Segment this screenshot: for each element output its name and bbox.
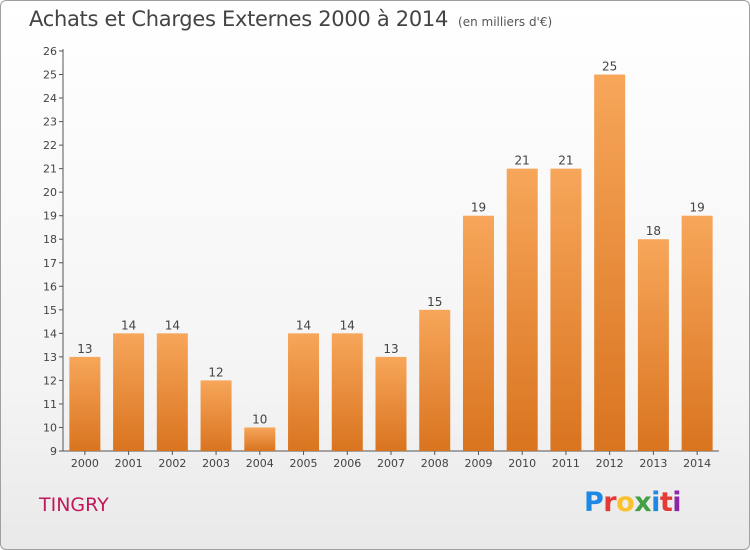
- bar-2005: [288, 333, 320, 451]
- y-tick-label: 26: [43, 45, 57, 58]
- x-tick-label: 2014: [683, 457, 711, 470]
- y-tick-label: 17: [43, 257, 57, 270]
- y-tick-label: 11: [43, 398, 57, 411]
- data-label: 14: [165, 318, 180, 332]
- chart-unit: (en milliers d'€): [458, 15, 553, 29]
- y-tick-label: 20: [43, 186, 57, 199]
- x-tick-label: 2000: [71, 457, 99, 470]
- y-tick-label: 14: [43, 327, 57, 340]
- proxiti-logo: Proxiti: [584, 487, 682, 518]
- data-label: 14: [296, 318, 311, 332]
- bar-2004: [244, 427, 276, 451]
- data-label: 13: [77, 342, 92, 356]
- data-label: 19: [471, 201, 486, 215]
- x-tick-label: 2008: [421, 457, 449, 470]
- bar-2008: [419, 309, 451, 451]
- x-tick-label: 2004: [246, 457, 274, 470]
- y-tick-label: 22: [43, 139, 57, 152]
- data-label: 18: [646, 224, 661, 238]
- town-name: TINGRY: [39, 494, 109, 516]
- x-tick-label: 2012: [596, 457, 624, 470]
- bar-2012: [594, 74, 626, 451]
- y-tick-label: 24: [43, 92, 57, 105]
- y-tick-label: 18: [43, 233, 57, 246]
- bar-2011: [550, 168, 582, 451]
- y-tick-label: 13: [43, 351, 57, 364]
- x-tick-label: 2009: [464, 457, 492, 470]
- bar-2010: [506, 168, 538, 451]
- data-label: 25: [602, 60, 617, 74]
- y-tick-label: 23: [43, 116, 57, 129]
- x-tick-label: 2011: [552, 457, 580, 470]
- x-tick-label: 2013: [639, 457, 667, 470]
- data-label: 14: [340, 318, 355, 332]
- y-tick-label: 19: [43, 210, 57, 223]
- chart-title: Achats et Charges Externes 2000 à 2014 (e…: [29, 7, 552, 31]
- data-label: 12: [208, 365, 223, 379]
- bar-2014: [681, 215, 713, 451]
- y-tick-label: 21: [43, 163, 57, 176]
- bar-2001: [113, 333, 145, 451]
- bar-2013: [637, 239, 669, 451]
- bar-2007: [375, 356, 407, 451]
- bar-2003: [200, 380, 232, 451]
- bar-2006: [331, 333, 363, 451]
- y-tick-label: 10: [43, 421, 57, 434]
- bar-2009: [462, 215, 494, 451]
- bar-2002: [156, 333, 188, 451]
- y-tick-label: 12: [43, 374, 57, 387]
- x-tick-label: 2003: [202, 457, 230, 470]
- x-tick-label: 2005: [290, 457, 318, 470]
- data-label: 21: [515, 154, 530, 168]
- data-label: 13: [383, 342, 398, 356]
- y-tick-label: 25: [43, 69, 57, 82]
- data-label: 10: [252, 412, 267, 426]
- chart-title-text: Achats et Charges Externes 2000 à 2014: [29, 7, 449, 31]
- x-tick-label: 2002: [158, 457, 186, 470]
- y-tick-label: 9: [50, 445, 57, 458]
- data-label: 21: [558, 154, 573, 168]
- data-label: 15: [427, 295, 442, 309]
- y-tick-label: 15: [43, 304, 57, 317]
- data-label: 19: [689, 201, 704, 215]
- y-tick-label: 16: [43, 280, 57, 293]
- bar-2000: [69, 356, 101, 451]
- x-tick-label: 2010: [508, 457, 536, 470]
- x-tick-label: 2006: [333, 457, 361, 470]
- x-tick-label: 2007: [377, 457, 405, 470]
- x-tick-label: 2001: [115, 457, 143, 470]
- data-label: 14: [121, 318, 136, 332]
